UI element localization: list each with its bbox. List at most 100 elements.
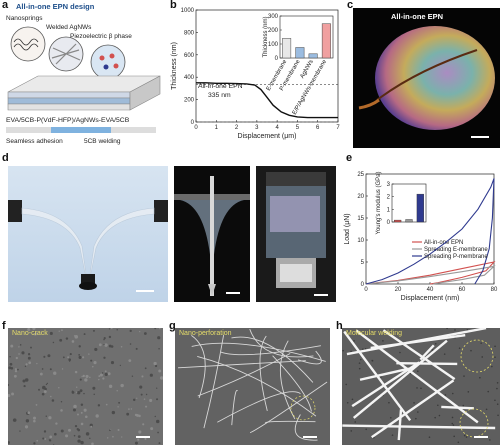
texture-dot (391, 434, 394, 436)
texture-dot (95, 414, 99, 418)
panel-label-c: c (347, 0, 354, 11)
texture-dot (92, 365, 94, 368)
y-tick-label: 800 (184, 30, 195, 36)
nanowire (294, 414, 318, 441)
texture-dot (112, 435, 114, 438)
sem-f-caption: Nano-crack (12, 330, 48, 337)
texture-dot (342, 349, 344, 352)
texture-dot (107, 437, 109, 439)
texture-dot (111, 410, 116, 415)
texture-dot (116, 390, 118, 392)
panel-label-d: d (2, 152, 9, 164)
scale-bar (314, 294, 328, 296)
texture-dot (108, 384, 113, 389)
texture-dot (8, 366, 12, 370)
texture-dot (81, 375, 83, 378)
texture-dot (24, 378, 29, 382)
series-line (365, 178, 495, 285)
texture-dot (144, 437, 147, 440)
texture-dot (454, 329, 456, 331)
texture-dot (443, 353, 446, 355)
texture-dot (116, 328, 118, 331)
texture-dot (76, 413, 79, 416)
texture-dot (98, 375, 101, 378)
texture-dot (130, 408, 133, 410)
x-tick-label: 60 (459, 287, 466, 293)
y-tick-label: 10 (357, 238, 364, 244)
texture-dot (101, 372, 104, 374)
inset-bar (321, 23, 331, 59)
y-tick-label: 200 (184, 98, 195, 104)
y-tick-label: 400 (184, 75, 195, 81)
texture-dot (117, 429, 120, 432)
inset-bar (416, 193, 424, 223)
inset-y-axis-label: Thickness (nm) (263, 16, 269, 57)
x-axis-label: Displacement (nm) (401, 295, 460, 302)
texture-dot (128, 359, 132, 363)
nanowire (355, 329, 479, 424)
y-tick-label: 0 (191, 120, 195, 126)
texture-dot (159, 376, 163, 380)
texture-dot (44, 438, 47, 440)
texture-dot (19, 430, 21, 432)
texture-dot (18, 346, 20, 348)
texture-dot (467, 391, 470, 393)
texture-dot (494, 399, 496, 402)
texture-dot (77, 391, 81, 395)
texture-dot (25, 419, 30, 423)
texture-dot (153, 361, 157, 366)
nanowire (203, 334, 225, 429)
texture-dot (9, 362, 13, 366)
texture-dot (157, 336, 161, 340)
panel-c: c All-in-one EPN (345, 0, 500, 150)
x-tick-label: 4 (275, 125, 279, 131)
texture-dot (137, 438, 140, 441)
texture-dot (364, 348, 367, 350)
texture-dot (103, 344, 105, 346)
nanowire (249, 328, 314, 358)
texture-dot (481, 356, 484, 358)
texture-dot (8, 441, 10, 444)
texture-dot (74, 370, 78, 374)
nanowire (217, 391, 301, 423)
texture-dot (33, 419, 36, 423)
scale-bar (226, 292, 240, 294)
texture-dot (13, 374, 17, 378)
texture-dot (14, 370, 18, 373)
panel-label-e: e (346, 152, 353, 164)
y-axis-label: Thickness (nm) (171, 42, 178, 90)
texture-dot (382, 340, 384, 342)
texture-dot (53, 371, 57, 375)
texture-dot (77, 439, 81, 443)
texture-dot (463, 434, 466, 437)
texture-dot (131, 375, 134, 377)
photo-c-caption: All-in-one EPN (391, 12, 444, 21)
texture-dot (362, 348, 364, 350)
x-tick-label: 0 (364, 287, 368, 293)
nanowire (220, 345, 321, 356)
texture-dot (489, 439, 491, 441)
texture-dot (98, 343, 102, 347)
texture-dot (23, 384, 26, 388)
inset-y-tick-label: 0 (275, 56, 279, 62)
texture-dot (74, 424, 78, 428)
x-tick-label: 20 (395, 287, 402, 293)
texture-dot (104, 372, 108, 376)
texture-dot (129, 343, 132, 345)
texture-dot (109, 429, 111, 432)
inset-y-axis-label: Young's modulus (GPa) (376, 172, 382, 235)
y-tick-label: 1000 (181, 8, 195, 14)
texture-dot (120, 383, 124, 388)
callout-nanosprings: Nanosprings (6, 15, 43, 22)
texture-dot (451, 416, 454, 419)
texture-dot (60, 429, 64, 433)
texture-dot (84, 415, 88, 419)
legend-seamless: Seamless adhesion (6, 138, 63, 145)
texture-dot (19, 344, 22, 346)
scale-bar (474, 436, 488, 438)
texture-dot (145, 393, 148, 396)
texture-dot (80, 422, 84, 426)
texture-dot (47, 354, 51, 358)
nanowire (351, 361, 420, 408)
texture-dot (73, 404, 77, 409)
